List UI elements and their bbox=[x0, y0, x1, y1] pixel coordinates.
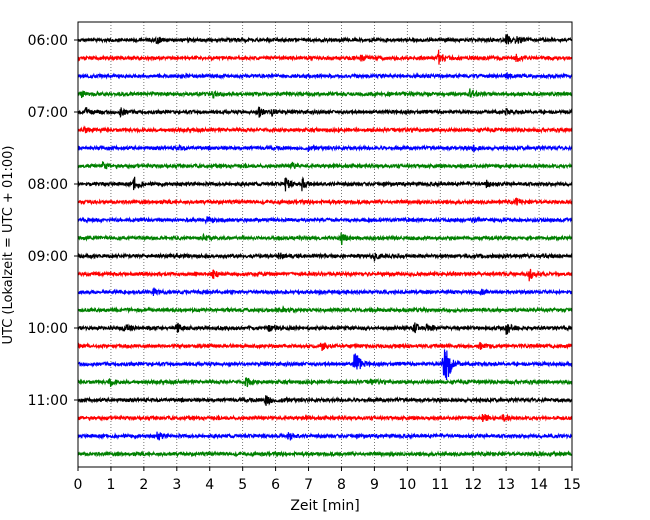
trace-line bbox=[77, 106, 573, 119]
y-tick-label: 06:00 bbox=[28, 33, 68, 49]
x-axis-label: Zeit [min] bbox=[290, 498, 359, 514]
trace-line bbox=[77, 252, 573, 263]
trace-line bbox=[77, 197, 573, 206]
y-tick-label: 08:00 bbox=[28, 177, 68, 193]
y-axis: 06:00 07:00 08:00 09:00 10:00 11:00 bbox=[28, 33, 78, 409]
y-tick-label: 10:00 bbox=[28, 321, 68, 337]
trace-line bbox=[77, 322, 573, 335]
trace-line bbox=[77, 305, 573, 314]
x-axis: 0 1 2 3 4 5 6 7 8 9 10 11 12 13 14 15 bbox=[74, 467, 581, 493]
x-tick-label: 7 bbox=[304, 477, 313, 493]
x-tick-label: 5 bbox=[238, 477, 247, 493]
x-tick-label: 3 bbox=[172, 477, 181, 493]
trace-line bbox=[77, 377, 573, 388]
y-tick-label: 07:00 bbox=[28, 105, 68, 121]
x-tick-label: 0 bbox=[74, 477, 83, 493]
y-tick-label: 11:00 bbox=[28, 393, 68, 409]
trace-line bbox=[77, 143, 573, 154]
trace-line bbox=[77, 450, 573, 458]
x-tick-label: 11 bbox=[431, 477, 449, 493]
x-tick-label: 8 bbox=[337, 477, 346, 493]
trace-line bbox=[77, 88, 573, 99]
trace-line bbox=[77, 395, 573, 406]
trace-line bbox=[77, 341, 573, 352]
trace-line bbox=[77, 33, 573, 45]
trace-line bbox=[77, 431, 573, 441]
x-tick-label: 13 bbox=[497, 477, 515, 493]
trace-line bbox=[77, 413, 573, 423]
trace-line bbox=[77, 268, 573, 282]
x-tick-label: 9 bbox=[370, 477, 379, 493]
x-tick-label: 12 bbox=[464, 477, 482, 493]
trace-line bbox=[77, 287, 573, 296]
seismic-traces bbox=[77, 33, 573, 458]
trace-line bbox=[77, 49, 573, 65]
x-tick-label: 6 bbox=[271, 477, 280, 493]
trace-line bbox=[77, 349, 573, 380]
trace-line bbox=[77, 125, 573, 134]
x-tick-label: 10 bbox=[398, 477, 416, 493]
plot-frame bbox=[77, 21, 573, 468]
trace-line bbox=[77, 232, 573, 246]
y-tick-label: 09:00 bbox=[28, 249, 68, 265]
x-tick-label: 2 bbox=[139, 477, 148, 493]
x-tick-label: 4 bbox=[205, 477, 214, 493]
trace-line bbox=[77, 161, 573, 170]
trace-line bbox=[77, 215, 573, 225]
trace-line bbox=[77, 72, 573, 80]
y-axis-label: UTC (Lokalzeit = UTC + 01:00) bbox=[1, 146, 16, 345]
x-tick-label: 14 bbox=[530, 477, 548, 493]
x-tick-label: 1 bbox=[106, 477, 115, 493]
x-tick-label: 15 bbox=[563, 477, 581, 493]
trace-line bbox=[77, 176, 573, 192]
